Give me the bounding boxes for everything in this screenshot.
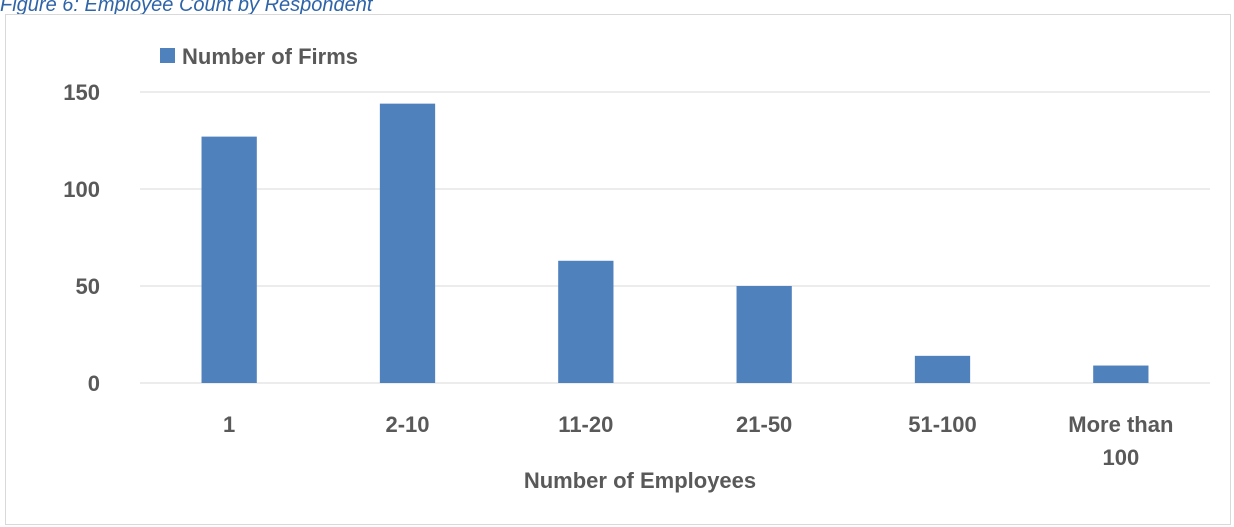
y-tick-label: 50: [76, 274, 100, 299]
bar: [1093, 365, 1149, 383]
x-axis-ticks: 1 2-10 11-20 21-50 51-100 More than 100: [223, 412, 1173, 470]
y-tick-label: 100: [63, 177, 100, 202]
legend-label: Number of Firms: [182, 44, 358, 69]
legend-swatch: [160, 48, 175, 63]
bar: [558, 260, 614, 383]
y-tick-label: 0: [88, 371, 100, 396]
legend: Number of Firms: [160, 44, 358, 69]
x-axis-title: Number of Employees: [524, 468, 756, 493]
bar: [914, 355, 971, 383]
bar: [736, 286, 792, 383]
x-tick-label: 21-50: [736, 412, 792, 437]
x-tick-label: 1: [223, 412, 235, 437]
x-tick-label: 51-100: [908, 412, 977, 437]
figure-caption: Figure 6: Employee Count by Respondent: [0, 0, 373, 16]
x-tick-label: 2-10: [385, 412, 429, 437]
y-axis-ticks: 0 50 100 150: [63, 80, 100, 396]
bar: [379, 103, 436, 383]
gridlines: [140, 91, 1210, 384]
x-tick-label: More than 100: [1068, 412, 1173, 470]
bars: [201, 103, 1149, 383]
bar: [201, 136, 257, 383]
chart-frame: [5, 14, 1231, 525]
y-tick-label: 150: [63, 80, 100, 105]
x-tick-label: 11-20: [558, 412, 613, 437]
